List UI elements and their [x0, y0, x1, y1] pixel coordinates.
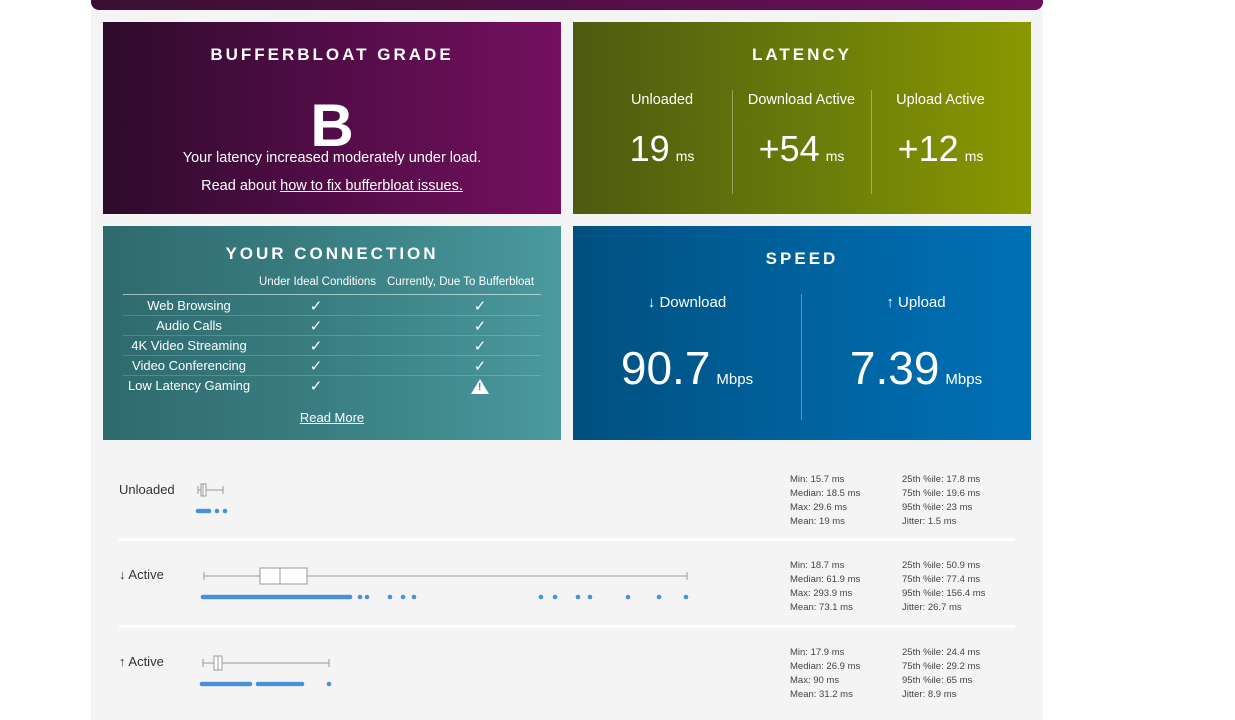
divider [801, 294, 802, 420]
col-current-header: Currently, Due To Bufferbloat [387, 276, 535, 288]
check-icon: ✓ [309, 358, 323, 375]
stat-label-download-active: ↓ Active [119, 567, 164, 582]
connection-row: Web Browsing ✓ ✓ [123, 296, 541, 316]
speed-upload: ↑ Upload 7.39 Mbps [802, 294, 1030, 395]
read-more: Read More [103, 410, 561, 425]
sample-dot [347, 594, 353, 600]
check-icon: ✓ [309, 378, 323, 395]
warning-icon [469, 377, 491, 396]
stat-values-right: 25th %ile: 24.4 ms 75th %ile: 29.2 ms 95th… [902, 647, 981, 700]
top-accent-bar [91, 0, 1043, 10]
stat-divider [119, 625, 1015, 628]
latency-value: +12 ms [897, 128, 984, 169]
latency-unloaded: Unloaded 19 ms [592, 90, 732, 194]
check-icon: ✓ [473, 358, 487, 375]
bufferbloat-title: BUFFERBLOAT GRADE [210, 45, 454, 64]
speed-download: ↓ Download 90.7 Mbps [573, 294, 801, 395]
divider [732, 90, 733, 194]
sample-dot [326, 681, 332, 687]
stat-values-right: 25th %ile: 17.8 ms 75th %ile: 19.6 ms 95th… [902, 474, 981, 527]
sample-dot [214, 508, 220, 514]
latency-upload-active: Upload Active +12 ms [871, 90, 1010, 194]
latency-label: Unloaded [630, 92, 694, 108]
sample-dot [364, 594, 370, 600]
stat-label-unloaded: Unloaded [119, 482, 175, 497]
fix-info: Read about how to fix bufferbloat issues… [103, 178, 561, 194]
sample-dot [575, 594, 581, 600]
col-ideal-header: Under Ideal Conditions [259, 276, 376, 288]
latency-value: 19 ms [629, 128, 695, 169]
latency-download-active: Download Active +54 ms [732, 90, 871, 194]
latency-title: LATENCY [751, 45, 852, 64]
sample-dot [656, 594, 662, 600]
sample-dot [683, 594, 689, 600]
connection-title: YOUR CONNECTION [225, 244, 439, 263]
sample-dot [411, 594, 417, 600]
stat-values-left: Min: 18.7 ms Median: 61.9 ms Max: 293.9 ms… [790, 560, 861, 613]
check-icon: ✓ [473, 338, 487, 355]
sample-dot [222, 508, 228, 514]
connection-row: Low Latency Gaming ✓ [123, 376, 541, 396]
speed-card: SPEED ↓ Download 90.7 Mbps ↑ Upload 7.39 M… [573, 226, 1031, 440]
sample-dot [552, 594, 558, 600]
sample-dot [299, 681, 305, 687]
grade-description: Your latency increased moderately under … [182, 150, 482, 166]
stat-values-left: Min: 15.7 ms Median: 18.5 ms Max: 29.6 ms M… [790, 474, 861, 527]
grade-letter: B [310, 92, 354, 159]
sample-dot [625, 594, 631, 600]
sample-dot [206, 508, 212, 514]
fix-prefix: Read about [201, 178, 281, 194]
connection-row: 4K Video Streaming ✓ ✓ [123, 336, 541, 356]
latency-label: Upload Active [896, 92, 985, 108]
connection-card: YOUR CONNECTION Under Ideal Conditions C… [103, 226, 561, 440]
latency-card: LATENCY Unloaded 19 ms Download Active +5… [573, 22, 1031, 214]
bufferbloat-grade-card: BUFFERBLOAT GRADE B Your latency increas… [103, 22, 561, 214]
connection-row: Video Conferencing ✓ ✓ [123, 356, 541, 376]
stat-divider [119, 538, 1015, 541]
header-divider [123, 294, 541, 295]
sample-dot [357, 594, 363, 600]
sample-dot [587, 594, 593, 600]
latency-value: +54 ms [758, 128, 845, 169]
upload-value: 7.39 Mbps [849, 342, 983, 394]
sample-dot [538, 594, 544, 600]
download-label: ↓ Download [647, 294, 727, 311]
connection-row: Audio Calls ✓ ✓ [123, 316, 541, 336]
sample-dot [400, 594, 406, 600]
stat-values-left: Min: 17.9 ms Median: 26.9 ms Max: 90 ms Mea… [790, 647, 861, 700]
sample-dot [247, 681, 253, 687]
iqr-box [259, 567, 308, 585]
check-icon: ✓ [309, 338, 323, 355]
check-icon: ✓ [309, 318, 323, 335]
check-icon: ✓ [473, 318, 487, 335]
upload-label: ↑ Upload [886, 294, 946, 311]
speed-title: SPEED [765, 249, 839, 268]
fix-bufferbloat-link[interactable]: how to fix bufferbloat issues. [280, 178, 463, 194]
divider [871, 90, 872, 194]
stat-values-right: 25th %ile: 50.9 ms 75th %ile: 77.4 ms 95th… [902, 560, 986, 613]
download-value: 90.7 Mbps [620, 342, 754, 394]
stat-label-upload-active: ↑ Active [119, 654, 164, 669]
check-icon: ✓ [309, 298, 323, 315]
latency-label: Download Active [747, 92, 856, 108]
sample-dot [387, 594, 393, 600]
check-icon: ✓ [473, 298, 487, 315]
read-more-link[interactable]: Read More [299, 410, 365, 425]
